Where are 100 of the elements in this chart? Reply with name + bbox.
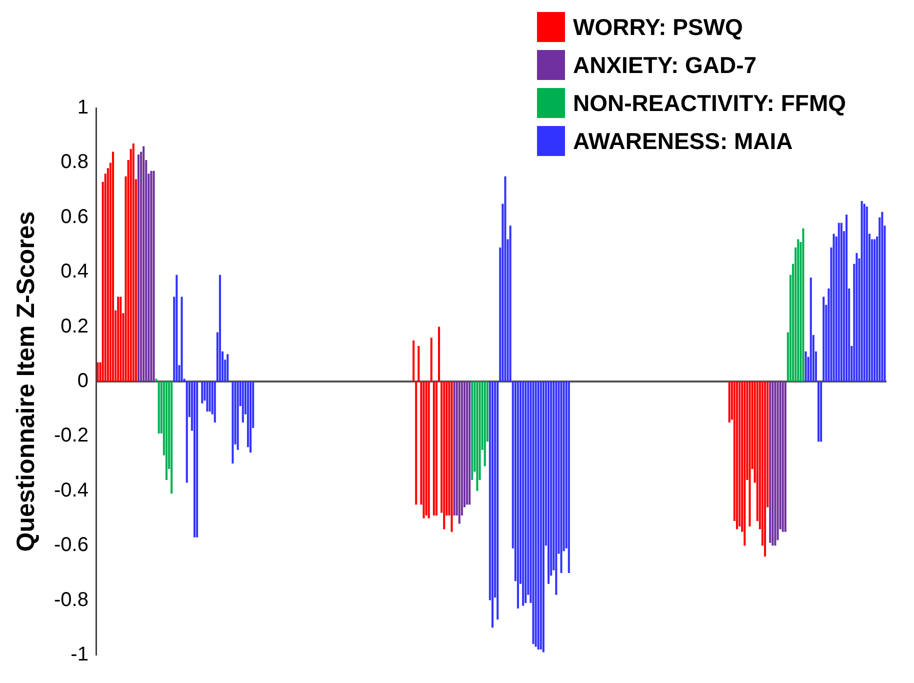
bar [881,212,884,382]
bar [438,326,440,382]
legend-label: NON-REACTIVITY: FFMQ [573,90,846,116]
bar [214,382,216,423]
bar [226,354,229,382]
bar [764,382,766,557]
bar [430,338,432,382]
bar [236,382,239,450]
bar [522,382,524,606]
bar [540,382,542,650]
bar [568,382,570,573]
bar [208,382,211,412]
bar [206,382,208,412]
bar [491,382,494,628]
bar [822,296,825,382]
y-tick-label: 0.2 [60,315,88,338]
y-axis-title: Questionnaire Item Z-Scores [12,211,40,552]
y-tick-label: 1 [77,96,88,119]
bar [802,228,804,382]
bar [428,382,430,518]
bar [744,382,746,546]
bar [132,144,134,382]
bar [832,234,835,382]
bar [804,351,807,382]
bar [537,382,540,650]
bar [415,382,418,505]
bar [810,278,812,382]
bar [142,146,145,382]
bar [509,226,512,382]
bar [242,382,244,423]
bar [150,170,152,382]
bar [165,382,168,480]
bar [820,382,822,442]
bar [112,152,114,382]
y-tick-label: -0.2 [54,424,88,447]
legend-label: WORRY: PSWQ [573,14,743,40]
bar [769,382,772,543]
bar [534,382,537,647]
bar [797,239,800,382]
bar [504,176,506,382]
bar [774,382,776,546]
bar [548,382,550,584]
bar [782,382,784,532]
bar [186,382,188,483]
bar [476,382,478,491]
bar [137,154,140,382]
bar [232,382,234,464]
bar [560,382,562,573]
bar [422,382,425,518]
bar [736,382,738,530]
bar [532,382,534,644]
bar [516,382,519,609]
bar [471,382,474,480]
bar [170,382,173,494]
bar [218,274,222,382]
bar [152,170,155,382]
bar [542,382,544,652]
bar [524,382,527,604]
bar [817,382,820,442]
bar [201,382,204,404]
bar [176,274,178,382]
bar [196,382,198,538]
bar [458,382,460,524]
bar [856,252,858,382]
bar [772,382,774,546]
y-tick-label: 0.4 [60,260,88,283]
y-tick-label: -1 [70,644,88,666]
bar [443,382,446,530]
bar [120,296,122,382]
bar [435,382,438,516]
bar [425,382,428,516]
bar [860,200,863,382]
bar [496,382,499,620]
y-tick-label: 0 [77,370,88,392]
bar [466,382,468,505]
legend-label: AWARENESS: MAIA [573,128,793,154]
bar [728,382,730,423]
y-tick-label: 0.6 [60,206,88,228]
y-tick-label: -0.8 [54,588,88,611]
bar [418,346,420,382]
bar [838,222,840,382]
y-tick-label: -0.4 [54,479,88,502]
bar [450,382,453,532]
bar [874,239,876,382]
bar [840,222,842,382]
bar [555,382,558,595]
bar [96,362,99,382]
y-tick-label: 0.8 [60,151,88,174]
bar [863,204,866,382]
bar [468,382,471,505]
y-tick-label: -0.6 [54,534,88,556]
bar [412,340,415,382]
bar [484,382,486,466]
bar [194,382,196,538]
bar [866,206,868,382]
bar [453,382,456,516]
bar [155,378,158,382]
bar [158,382,160,434]
bar [250,382,252,453]
bar [432,382,435,516]
